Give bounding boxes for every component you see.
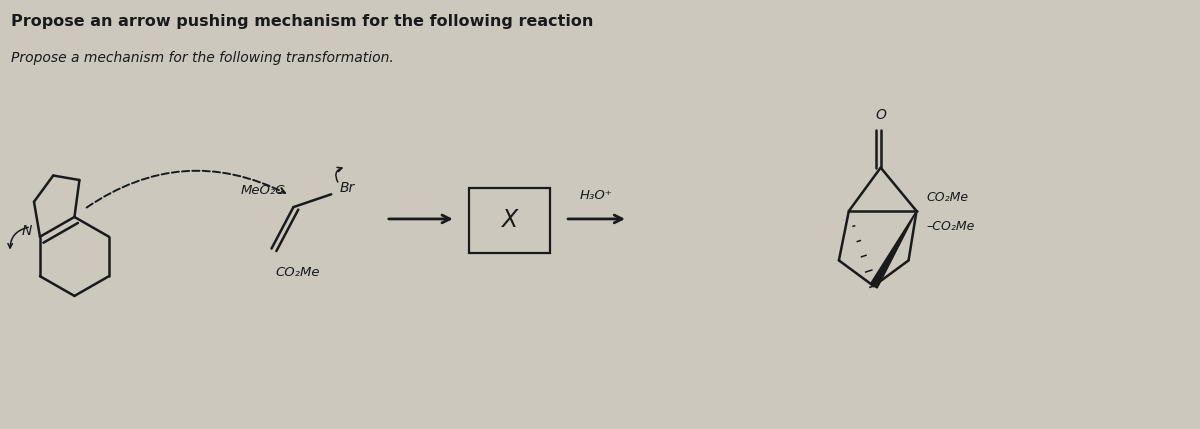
Text: MeO₂C: MeO₂C xyxy=(241,184,286,197)
Text: N: N xyxy=(22,224,32,238)
Text: CO₂Me: CO₂Me xyxy=(926,191,968,204)
Text: CO₂Me: CO₂Me xyxy=(276,266,320,279)
Text: H₃O⁺: H₃O⁺ xyxy=(580,189,612,202)
Bar xyxy=(469,188,551,253)
Text: Propose a mechanism for the following transformation.: Propose a mechanism for the following tr… xyxy=(11,51,394,65)
Text: Br: Br xyxy=(340,181,354,195)
Text: –CO₂Me: –CO₂Me xyxy=(926,221,974,233)
Text: X: X xyxy=(502,208,517,233)
Polygon shape xyxy=(870,211,917,288)
Text: O: O xyxy=(875,108,886,122)
Text: Propose an arrow pushing mechanism for the following reaction: Propose an arrow pushing mechanism for t… xyxy=(11,14,593,29)
